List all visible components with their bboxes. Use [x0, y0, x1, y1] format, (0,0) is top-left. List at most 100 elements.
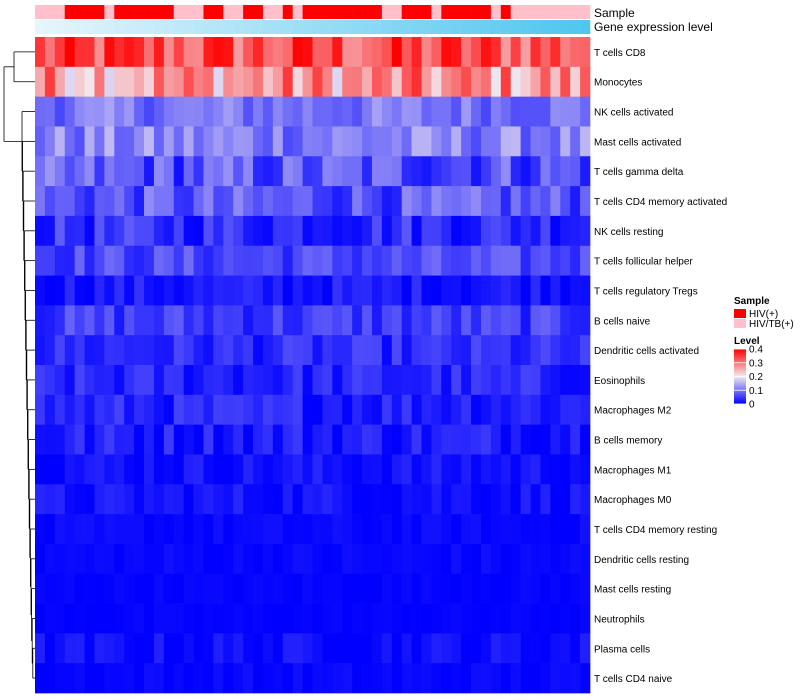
heatmap-cell — [153, 186, 165, 217]
heatmap-cell — [84, 275, 95, 306]
heatmap-cell — [550, 215, 561, 247]
heatmap-cell — [451, 96, 462, 127]
heatmap-cell — [550, 305, 561, 336]
heatmap-cell — [54, 633, 66, 664]
heatmap-cell — [144, 633, 155, 664]
heatmap-cell — [173, 484, 185, 515]
heatmap-cell — [451, 275, 462, 306]
heatmap-cell — [471, 663, 482, 694]
heatmap-cell — [282, 394, 294, 425]
heatmap-cell — [480, 335, 492, 366]
level-legend: Level 0.4 0.3 0.2 0.1 0 — [734, 336, 763, 411]
heatmap-cell — [74, 573, 85, 604]
heatmap-cell — [253, 215, 264, 247]
heatmap-cell — [114, 96, 125, 127]
heatmap-cell — [163, 215, 175, 247]
heatmap-cell — [411, 37, 422, 68]
heatmap-cell — [35, 37, 46, 68]
heatmap-cell — [520, 245, 531, 276]
heatmap-cell — [134, 245, 145, 276]
expression-annotation-cell — [54, 20, 66, 34]
heatmap-cell — [362, 543, 373, 575]
sample-annotation-cell — [490, 5, 502, 19]
heatmap-cell — [302, 186, 313, 217]
heatmap-cell — [411, 96, 422, 127]
heatmap-cell — [490, 603, 502, 634]
heatmap-cell — [173, 335, 185, 366]
heatmap-cell — [44, 335, 56, 366]
heatmap-cell — [64, 126, 75, 157]
heatmap-cell — [292, 305, 303, 336]
expression-annotation-cell — [570, 20, 581, 34]
heatmap-cell — [342, 66, 353, 97]
heatmap-cell — [500, 215, 512, 247]
heatmap-cell — [44, 126, 56, 157]
heatmap-cell — [44, 156, 56, 187]
heatmap-cell — [153, 394, 165, 425]
heatmap-cell — [134, 275, 145, 306]
heatmap-cell — [262, 573, 274, 604]
heatmap-cell — [213, 96, 224, 127]
heatmap-cell — [352, 484, 363, 515]
heatmap-cell — [114, 484, 125, 515]
heatmap-cell — [173, 37, 185, 68]
heatmap-cell — [540, 454, 551, 485]
heatmap-cell — [391, 156, 403, 187]
heatmap-cell — [540, 424, 551, 455]
heatmap-cell — [480, 484, 492, 515]
heatmap-cell — [124, 126, 135, 157]
heatmap-cell — [84, 633, 95, 664]
heatmap-cell — [560, 215, 571, 247]
heatmap-cell — [233, 365, 244, 396]
row-label: B cells memory — [594, 436, 662, 447]
heatmap-cell — [243, 186, 254, 217]
heatmap-cell — [193, 633, 204, 664]
heatmap-cell — [510, 305, 521, 336]
heatmap-cell — [371, 305, 383, 336]
heatmap-cell — [391, 275, 403, 306]
row-label: Plasma cells — [594, 644, 650, 655]
heatmap-cell — [153, 514, 165, 545]
heatmap-cell — [104, 573, 115, 604]
heatmap-cell — [362, 66, 373, 97]
heatmap-cell — [371, 126, 383, 157]
heatmap-cell — [352, 156, 363, 187]
expression-annotation-cell — [530, 20, 541, 34]
heatmap-cell — [243, 245, 254, 276]
heatmap-cell — [332, 275, 343, 306]
heatmap-cell — [193, 186, 204, 217]
heatmap-cell — [64, 424, 75, 455]
heatmap-cell — [292, 663, 303, 694]
heatmap-cell — [560, 424, 571, 455]
heatmap-cell — [183, 365, 194, 396]
heatmap-cell — [144, 156, 155, 187]
heatmap-cell — [144, 305, 155, 336]
heatmap-cell — [153, 96, 165, 127]
heatmap-cell — [451, 543, 462, 575]
heatmap-cell — [114, 543, 125, 575]
heatmap-cell — [223, 245, 234, 276]
heatmap-cell — [193, 484, 204, 515]
heatmap-cell — [124, 454, 135, 485]
heatmap-cell — [153, 156, 165, 187]
heatmap-cell — [332, 454, 343, 485]
row-dendrogram — [3, 51, 35, 679]
heatmap-cell — [262, 156, 274, 187]
heatmap-cell — [193, 96, 204, 127]
heatmap-cell — [134, 543, 145, 575]
heatmap-cell — [381, 37, 393, 68]
heatmap-cell — [213, 484, 224, 515]
heatmap-cell — [431, 663, 442, 694]
heatmap-cell — [272, 245, 284, 276]
heatmap-cell — [243, 126, 254, 157]
heatmap-cell — [490, 96, 502, 127]
heatmap-cell — [74, 215, 85, 247]
heatmap-cell — [510, 454, 521, 485]
heatmap-cell — [213, 305, 224, 336]
heatmap-cell — [391, 245, 403, 276]
heatmap-cell — [461, 335, 472, 366]
heatmap-cell — [153, 245, 165, 276]
heatmap-cell — [451, 663, 462, 694]
heatmap-cell — [153, 66, 165, 97]
heatmap-cell — [570, 305, 581, 336]
